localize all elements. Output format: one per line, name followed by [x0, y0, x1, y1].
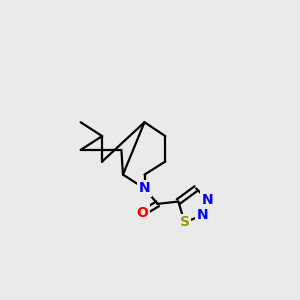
Text: N: N — [202, 193, 214, 207]
Text: S: S — [179, 215, 190, 229]
Text: N: N — [139, 182, 150, 196]
Text: O: O — [136, 206, 148, 220]
Text: N: N — [196, 208, 208, 222]
